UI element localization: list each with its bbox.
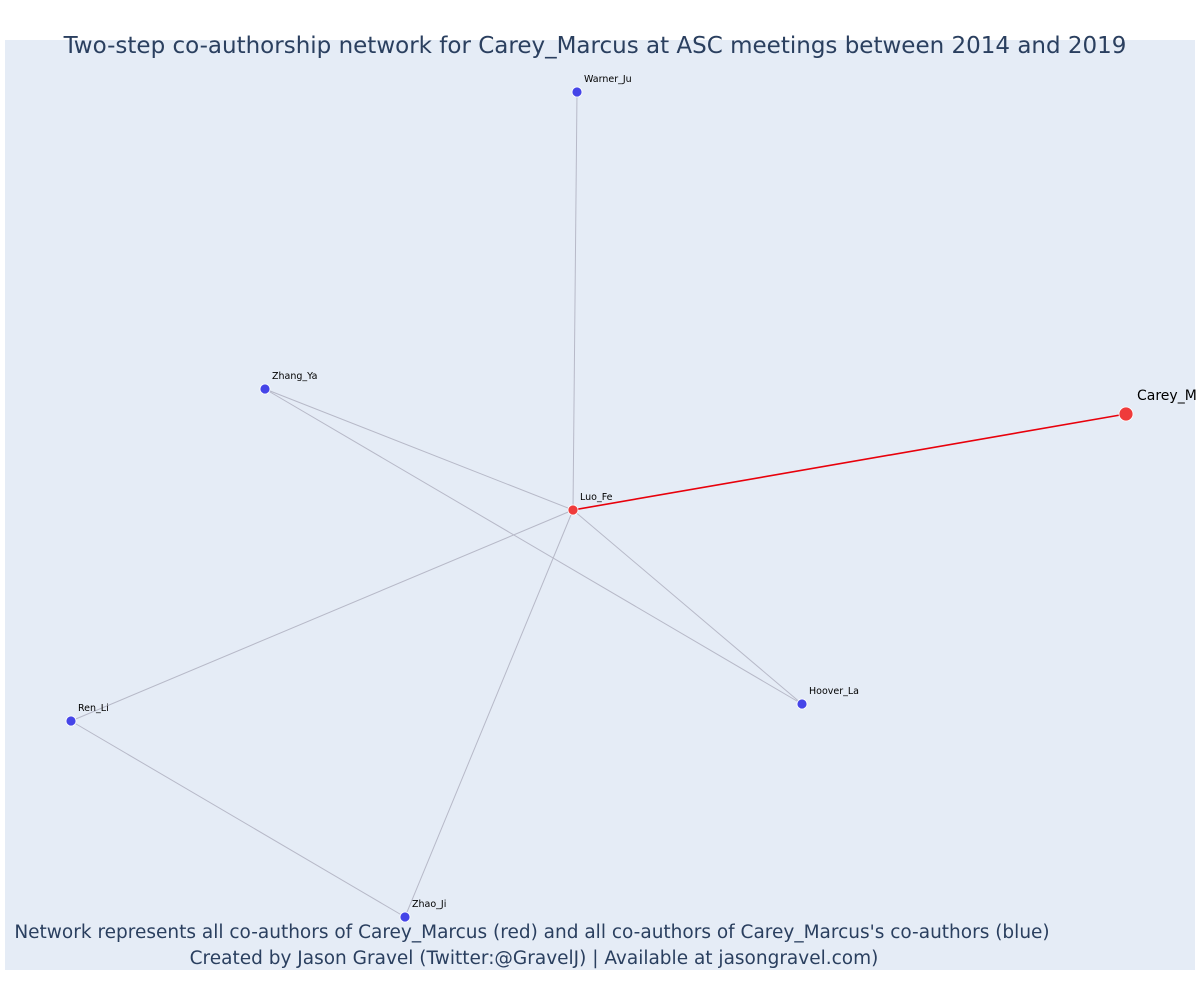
nodes-layer: Carey_M Luo_Fe Warner_Ju Zhang_Ya Hoover_La R… xyxy=(65,74,1197,923)
edge-Ren_Li-Zhao_Ji xyxy=(70,720,406,918)
node-Zhang_Ya[interactable] xyxy=(259,383,271,395)
node-Carey_Marcus[interactable] xyxy=(1118,406,1134,422)
node-Zhao_Ji[interactable] xyxy=(399,911,411,923)
node-label-Luo_Fe: Luo_Fe xyxy=(580,492,613,503)
node-label-Ren_Li: Ren_Li xyxy=(78,703,109,714)
node-label-Zhang_Ya: Zhang_Ya xyxy=(272,371,317,382)
chart-title: Two-step co-authorship network for Carey… xyxy=(63,33,1127,59)
edge-Zhang_Ya-Hoover_La xyxy=(264,388,803,705)
edge-Carey_Marcus-Luo_Fe xyxy=(572,413,1127,511)
node-Ren_Li[interactable] xyxy=(65,715,77,727)
edge-Luo_Fe-Zhao_Ji xyxy=(404,509,574,918)
node-label-Carey_Marcus: Carey_M xyxy=(1137,388,1197,404)
node-label-Warner_Ju: Warner_Ju xyxy=(584,74,632,85)
node-label-Hoover_La: Hoover_La xyxy=(809,686,859,697)
node-label-Zhao_Ji: Zhao_Ji xyxy=(412,899,446,910)
node-Luo_Fe[interactable] xyxy=(567,504,579,516)
caption-line-1: Network represents all co-authors of Car… xyxy=(14,922,1049,943)
edge-Luo_Fe-Hoover_La xyxy=(572,509,803,705)
node-Hoover_La[interactable] xyxy=(796,698,808,710)
edges-layer xyxy=(70,91,1127,918)
caption-line-2: Created by Jason Gravel (Twitter:@Gravel… xyxy=(190,948,879,969)
edge-Luo_Fe-Zhang_Ya xyxy=(264,388,574,511)
node-Warner_Ju[interactable] xyxy=(571,86,583,98)
edge-Luo_Fe-Warner_Ju xyxy=(572,91,578,511)
edge-Luo_Fe-Ren_Li xyxy=(70,509,574,722)
